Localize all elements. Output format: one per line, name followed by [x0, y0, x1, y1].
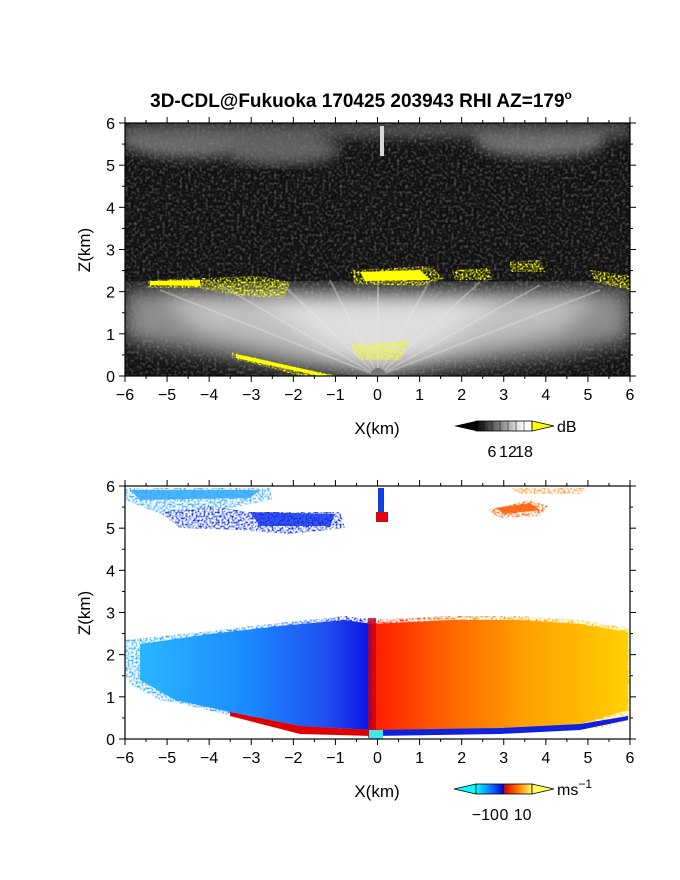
cb-vel-ticks-label: 0 [500, 807, 509, 824]
reflectivity-ytick-label: 6 [106, 116, 115, 133]
reflectivity-image [125, 123, 630, 376]
velocity-xtick-label: 2 [457, 750, 466, 767]
reflectivity-xtick-label: 6 [626, 387, 635, 404]
velocity-colorbar-unit-exp: −1 [578, 777, 592, 791]
velocity-negative-region [125, 616, 375, 736]
reflectivity-ytick-label: 1 [106, 327, 115, 344]
velocity-ytick-label: 0 [106, 732, 115, 749]
velocity-origin-marker [369, 730, 383, 739]
velocity-ylabel: Z(km) [75, 591, 94, 635]
velocity-colorbar: ms−1 −10 0 10 [453, 777, 592, 824]
reflectivity-xtick-label: 4 [541, 387, 550, 404]
velocity-ytick-label: 5 [106, 521, 115, 538]
reflectivity-ytick-label: 4 [106, 200, 115, 217]
radar-site-marker [370, 368, 386, 376]
reflectivity-xtick-label: 1 [415, 387, 424, 404]
reflectivity-ylabel: Z(km) [75, 228, 94, 272]
cb-dbz-ticks-label: 12 [499, 444, 517, 461]
chart-title-superscript: o [565, 88, 572, 102]
velocity-xtick-label: 0 [373, 750, 382, 767]
reflectivity-xtick-label: 2 [457, 387, 466, 404]
velocity-xtick-label: −1 [326, 750, 344, 767]
velocity-xtick-label: 1 [415, 750, 424, 767]
reflectivity-axes: −6 −5 −4 −3 −2 −1 0 1 2 3 4 5 6 0 1 2 3 4 5 6 [106, 116, 636, 404]
velocity-xtick-label: −2 [284, 750, 302, 767]
velocity-xtick-label: −4 [200, 750, 218, 767]
reflectivity-ytick-label: 3 [106, 243, 115, 260]
chart-title-text: 3D-CDL@Fukuoka 170425 203943 RHI AZ=179 [150, 91, 564, 112]
cb-vel-ticks-label: 10 [514, 807, 532, 824]
velocity-xtick-label: −3 [242, 750, 260, 767]
reflectivity-xtick-label: −4 [200, 387, 218, 404]
velocity-xlabel: X(km) [354, 782, 399, 801]
velocity-positive-region [370, 616, 630, 736]
velocity-ytick-label: 2 [106, 648, 115, 665]
reflectivity-xtick-label: 3 [499, 387, 508, 404]
velocity-upper-streak [378, 488, 384, 518]
reflectivity-ytick-label: 5 [106, 158, 115, 175]
velocity-xtick-label: −6 [116, 750, 134, 767]
reflectivity-xtick-label: −2 [284, 387, 302, 404]
velocity-ytick-label: 3 [106, 606, 115, 623]
velocity-axes: −6 −5 −4 −3 −2 −1 0 1 2 3 4 5 6 0 1 2 3 4 5 6 [106, 479, 636, 767]
reflectivity-yellow-core [150, 270, 430, 376]
velocity-xtick-label: 5 [583, 750, 592, 767]
reflectivity-ytick-label: 2 [106, 285, 115, 302]
reflectivity-xtick-label: −1 [326, 387, 344, 404]
cb-dbz-ticks-label: 6 [488, 444, 497, 461]
velocity-zero-line [368, 618, 376, 738]
velocity-ytick-label: 1 [106, 690, 115, 707]
cb-vel-ticks-label: −10 [472, 807, 499, 824]
reflectivity-xtick-label: −3 [242, 387, 260, 404]
velocity-xtick-label: −5 [158, 750, 176, 767]
velocity-ytick-label: 6 [106, 479, 115, 496]
chart-title: 3D-CDL@Fukuoka 170425 203943 RHI AZ=179o [150, 88, 572, 112]
velocity-colorbar-unit: ms−1 [557, 777, 592, 799]
velocity-xtick-label: 3 [499, 750, 508, 767]
reflectivity-colorbar-unit: dB [557, 419, 577, 436]
reflectivity-xtick-label: 0 [373, 387, 382, 404]
velocity-image [125, 486, 630, 739]
velocity-xtick-label: 6 [626, 750, 635, 767]
cb-dbz-ticks-label: 18 [515, 444, 533, 461]
velocity-colorbar-unit-base: ms [557, 782, 578, 799]
reflectivity-ytick-label: 0 [106, 369, 115, 386]
reflectivity-xtick-label: −6 [116, 387, 134, 404]
reflectivity-xlabel: X(km) [354, 419, 399, 438]
reflectivity-xtick-label: −5 [158, 387, 176, 404]
reflectivity-xtick-label: 5 [583, 387, 592, 404]
velocity-xtick-label: 4 [541, 750, 550, 767]
velocity-ytick-label: 4 [106, 563, 115, 580]
